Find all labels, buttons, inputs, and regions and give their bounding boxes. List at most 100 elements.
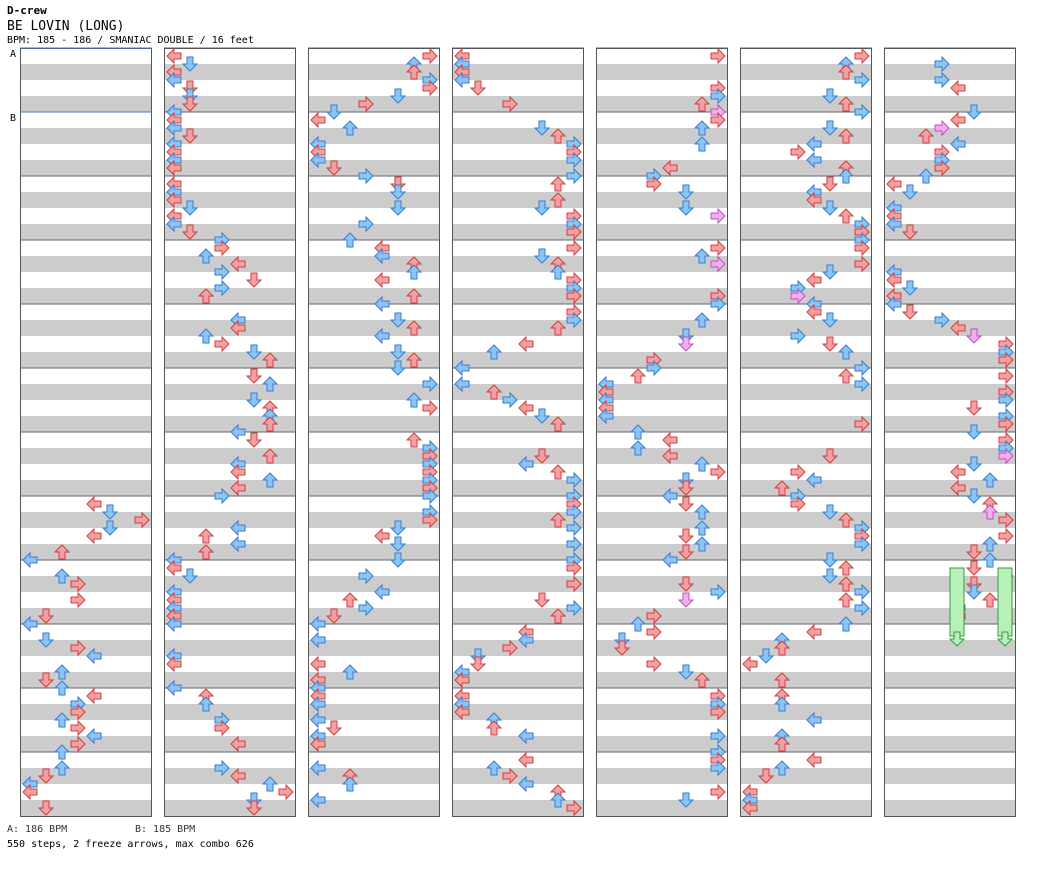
beat-stripe <box>596 560 728 576</box>
step-arrow-left <box>374 527 390 545</box>
beat-stripe <box>884 80 1016 96</box>
beat-stripe <box>164 256 296 272</box>
step-arrow-down <box>389 312 407 328</box>
step-arrow-up <box>837 344 855 360</box>
beat-stripe <box>596 480 728 496</box>
step-arrow-left <box>374 295 390 313</box>
step-arrow-up <box>693 312 711 328</box>
step-arrow-up <box>197 528 215 544</box>
beat-stripe <box>164 240 296 256</box>
step-arrow-down <box>821 176 839 192</box>
step-arrow-up <box>837 512 855 528</box>
beat-stripe <box>452 384 584 400</box>
beat-stripe <box>884 272 1016 288</box>
step-arrow-left <box>310 111 326 129</box>
step-arrow-down <box>965 456 983 472</box>
step-arrow-left <box>950 479 966 497</box>
beat-stripe <box>884 128 1016 144</box>
step-arrow-up <box>341 232 359 248</box>
step-arrow-up <box>261 776 279 792</box>
beat-stripe <box>452 528 584 544</box>
beat-stripe <box>20 400 152 416</box>
step-arrow-left <box>454 375 470 393</box>
beat-stripe <box>20 624 152 640</box>
beat-stripe <box>596 384 728 400</box>
beat-stripe <box>164 288 296 304</box>
beat-stripe <box>596 528 728 544</box>
step-arrow-up <box>53 744 71 760</box>
step-arrow-left <box>662 447 678 465</box>
step-arrow-down <box>181 96 199 112</box>
step-arrow-left <box>518 455 534 473</box>
beat-stripe <box>308 512 440 528</box>
beat-stripe <box>308 480 440 496</box>
beat-stripe <box>596 96 728 112</box>
beat-stripe <box>20 496 152 512</box>
beat-stripe <box>740 480 872 496</box>
beat-stripe <box>308 400 440 416</box>
beat-stripe <box>596 544 728 560</box>
step-arrow-right <box>358 215 374 233</box>
beat-stripe <box>740 576 872 592</box>
beat-stripe <box>884 528 1016 544</box>
beat-stripe <box>20 64 152 80</box>
beat-stripe <box>596 432 728 448</box>
beat-stripe <box>308 304 440 320</box>
step-arrow-up <box>485 344 503 360</box>
beat-stripe <box>308 368 440 384</box>
step-arrow-down <box>533 200 551 216</box>
step-arrow-up <box>693 456 711 472</box>
step-arrow-left <box>806 271 822 289</box>
beat-stripe <box>164 544 296 560</box>
step-arrow-right <box>566 799 582 817</box>
beat-stripe <box>740 656 872 672</box>
beat-stripe <box>740 304 872 320</box>
beat-stripe <box>164 592 296 608</box>
step-arrow-down <box>389 536 407 552</box>
step-arrow-right <box>854 583 870 601</box>
bpm-mark-label: B <box>10 113 16 124</box>
step-arrow-down <box>245 272 263 288</box>
beat-stripe <box>596 176 728 192</box>
beat-stripe <box>452 240 584 256</box>
step-arrow-down <box>965 328 983 344</box>
column-frame <box>740 48 872 817</box>
beat-stripe <box>596 352 728 368</box>
column-frame <box>164 48 296 817</box>
beat-stripe <box>164 448 296 464</box>
step-arrow-right <box>710 207 726 225</box>
step-arrow-left <box>230 735 246 753</box>
step-arrow-right <box>70 575 86 593</box>
step-arrow-up <box>549 512 567 528</box>
beat-stripe <box>596 64 728 80</box>
step-arrow-left <box>166 215 182 233</box>
step-arrow-right <box>422 399 438 417</box>
step-arrow-down <box>533 248 551 264</box>
beat-stripe <box>452 544 584 560</box>
step-arrow-up <box>261 448 279 464</box>
step-arrow-up <box>773 480 791 496</box>
beat-stripe <box>740 688 872 704</box>
step-arrow-right <box>998 447 1014 465</box>
beat-stripe <box>452 224 584 240</box>
beat-stripe <box>884 240 1016 256</box>
beat-stripe <box>740 752 872 768</box>
step-arrow-right <box>214 279 230 297</box>
beat-stripe <box>20 320 152 336</box>
beat-stripe <box>20 464 152 480</box>
beat-stripe <box>164 656 296 672</box>
step-arrow-down <box>181 56 199 72</box>
step-arrow-down <box>677 792 695 808</box>
step-arrow-left <box>230 479 246 497</box>
step-arrow-right <box>934 159 950 177</box>
beat-stripe <box>884 160 1016 176</box>
beat-stripe <box>452 624 584 640</box>
beat-stripe <box>740 208 872 224</box>
step-arrow-right <box>854 375 870 393</box>
step-arrow-left <box>518 751 534 769</box>
beat-stripe <box>884 656 1016 672</box>
step-arrow-right <box>710 463 726 481</box>
beat-stripe <box>596 624 728 640</box>
step-arrow-right <box>566 311 582 329</box>
step-arrow-left <box>310 655 326 673</box>
